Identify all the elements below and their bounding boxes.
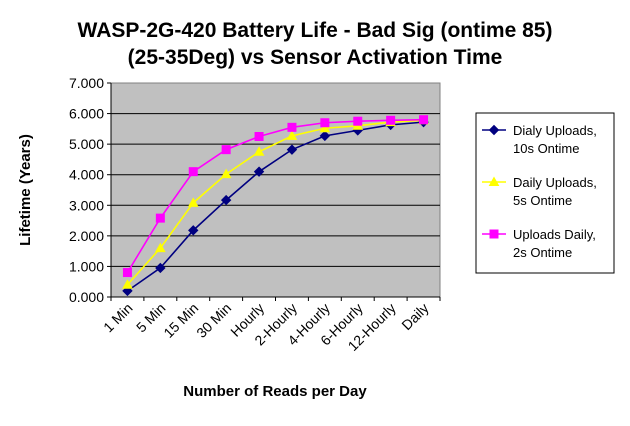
y-tick-label: 7.000	[69, 75, 104, 91]
y-tick-label: 2.000	[69, 228, 104, 244]
data-point	[220, 168, 232, 179]
y-tick-label: 5.000	[69, 136, 104, 152]
x-tick-label: Daily	[398, 300, 431, 333]
data-point	[254, 132, 264, 141]
series-line	[126, 121, 424, 292]
y-tick-label: 1.000	[69, 258, 104, 274]
data-point	[286, 144, 298, 155]
legend-swatch-marker	[488, 176, 500, 186]
data-point	[419, 115, 429, 125]
x-axis-title: Number of Reads per Day	[183, 383, 367, 400]
legend-swatch-marker	[488, 124, 500, 136]
data-point	[221, 145, 231, 155]
legend-label: Uploads Daily,	[513, 227, 596, 242]
series-line	[126, 119, 424, 286]
legend-label: 2s Ontime	[513, 245, 572, 260]
y-axis-ticks: 0.000 1.000 2.000 3.000 4.000 5.000 6.000 7.000	[69, 75, 111, 305]
legend-item: Uploads Daily, 2s Ontime	[482, 227, 596, 260]
legend-box	[475, 112, 615, 274]
data-point	[320, 118, 330, 128]
data-point	[253, 146, 265, 156]
legend-label: 10s Ontime	[513, 141, 579, 156]
data-point	[319, 130, 331, 142]
x-tick-label: 15 Min	[160, 300, 201, 341]
legend-label: 5s Ontime	[513, 193, 572, 208]
legend-label: Dialy Uploads,	[513, 123, 597, 138]
legend: Dialy Uploads, 10s Ontime Daily Uploads, 5s…	[482, 123, 597, 260]
y-axis-title: Lifetime (Years)	[17, 134, 34, 246]
data-point	[287, 122, 297, 132]
series-layer	[122, 114, 429, 297]
data-point	[188, 167, 198, 177]
x-tick-label: 30 Min	[193, 300, 234, 341]
data-point	[155, 262, 166, 274]
data-point	[187, 197, 199, 207]
legend-item: Daily Uploads, 5s Ontime	[482, 175, 597, 208]
data-point	[122, 279, 133, 289]
data-point	[155, 213, 165, 223]
data-point	[122, 268, 132, 278]
data-point	[154, 242, 166, 253]
data-point	[286, 130, 298, 140]
data-point	[220, 194, 232, 206]
data-point	[319, 122, 331, 133]
chart-title-line-2: (25-35Deg) vs Sensor Activation Time	[128, 46, 503, 69]
chart-title-line-1: WASP-2G-420 Battery Life - Bad Sig (onti…	[78, 19, 553, 42]
data-point	[386, 115, 396, 125]
y-tick-label: 4.000	[69, 167, 104, 183]
data-point	[253, 166, 265, 177]
legend-swatch-marker	[489, 229, 499, 239]
legend-item: Dialy Uploads, 10s Ontime	[482, 123, 597, 156]
legend-label: Daily Uploads,	[513, 175, 597, 190]
y-tick-label: 0.000	[69, 289, 104, 305]
y-tick-label: 3.000	[69, 197, 104, 213]
data-point	[353, 116, 363, 126]
series-3	[122, 115, 429, 278]
series-line	[126, 118, 424, 273]
data-point	[188, 225, 199, 236]
y-tick-label: 6.000	[69, 106, 104, 122]
x-tick-label: 1 Min	[100, 300, 136, 336]
